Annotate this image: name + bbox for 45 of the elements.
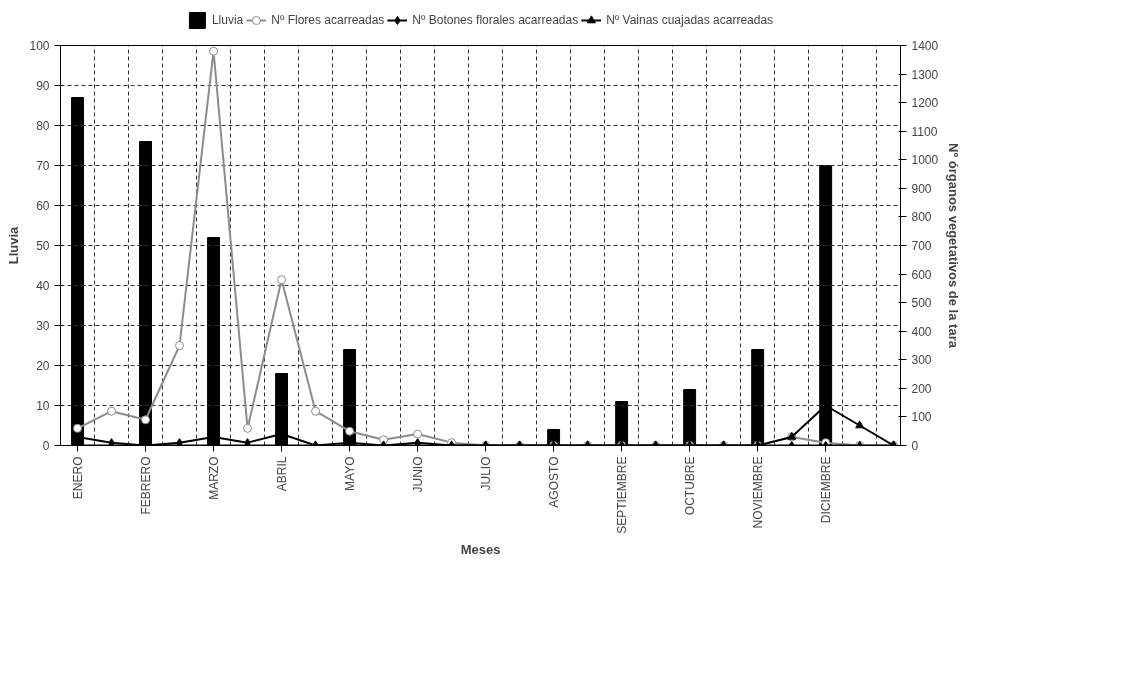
- x-tick-label: AGOSTO: [546, 456, 561, 508]
- y2-tick-label: 1100: [911, 124, 938, 139]
- y2-tick-label: 700: [911, 239, 932, 253]
- y-axis-title: Lluvia: [6, 225, 22, 265]
- y2-tick-label: 300: [911, 353, 932, 368]
- y2-tick-label: 600: [911, 267, 932, 282]
- y2-tick-label: 1000: [911, 153, 939, 168]
- y-tick-label: 80: [36, 119, 50, 133]
- x-tick-label: JUNIO: [410, 456, 425, 493]
- x-axis-title: Meses: [460, 541, 501, 557]
- x-tick-label: ENERO: [70, 456, 85, 500]
- x-tick-label: FEBRERO: [138, 456, 153, 515]
- y2-tick-label: 800: [911, 210, 932, 225]
- y-tick-label: 0: [42, 439, 50, 453]
- y-tick-label: 30: [36, 319, 50, 333]
- x-tick-label: MAYO: [342, 456, 357, 491]
- legend-label: Nº Botones florales acarreadas: [412, 13, 579, 27]
- y-tick-label: 40: [36, 279, 50, 293]
- y2-tick-label: 400: [911, 324, 932, 339]
- y2-tick-label: 900: [911, 181, 932, 196]
- y-tick-label: 50: [36, 239, 50, 253]
- y-tick-label: 100: [29, 39, 50, 53]
- y2-tick-label: 0: [911, 439, 919, 453]
- y-tick-label: 90: [36, 79, 50, 93]
- y-tick-label: 10: [36, 399, 50, 413]
- y2-tick-label: 500: [911, 296, 932, 311]
- x-tick-label: ABRIL: [274, 456, 289, 492]
- x-tick-label: JULIO: [478, 456, 493, 491]
- x-tick-label: DICIEMBRE: [818, 456, 833, 524]
- x-tick-label: OCTUBRE: [682, 456, 697, 516]
- x-tick-label: SEPTIEMBRE: [614, 456, 629, 534]
- y-tick-label: 60: [36, 199, 50, 213]
- y2-tick-label: 100: [911, 410, 932, 425]
- legend-label: Nº Flores acarreadas: [271, 13, 385, 27]
- y-tick-label: 20: [36, 359, 50, 373]
- y2-tick-label: 1200: [911, 96, 939, 111]
- y-tick-label: 70: [36, 159, 50, 173]
- y2-tick-label: 200: [911, 381, 932, 396]
- y2-tick-label: 1300: [911, 67, 939, 82]
- y2-axis-title: Nº órganos vegetativos de la tara: [946, 143, 962, 349]
- legend-label: Nº Vainas cuajadas acarreadas: [606, 13, 774, 27]
- x-tick-label: MARZO: [206, 456, 221, 500]
- x-tick-label: NOVIEMBRE: [750, 456, 765, 529]
- y2-tick-label: 1400: [911, 39, 939, 53]
- legend-label: Lluvia: [211, 13, 244, 27]
